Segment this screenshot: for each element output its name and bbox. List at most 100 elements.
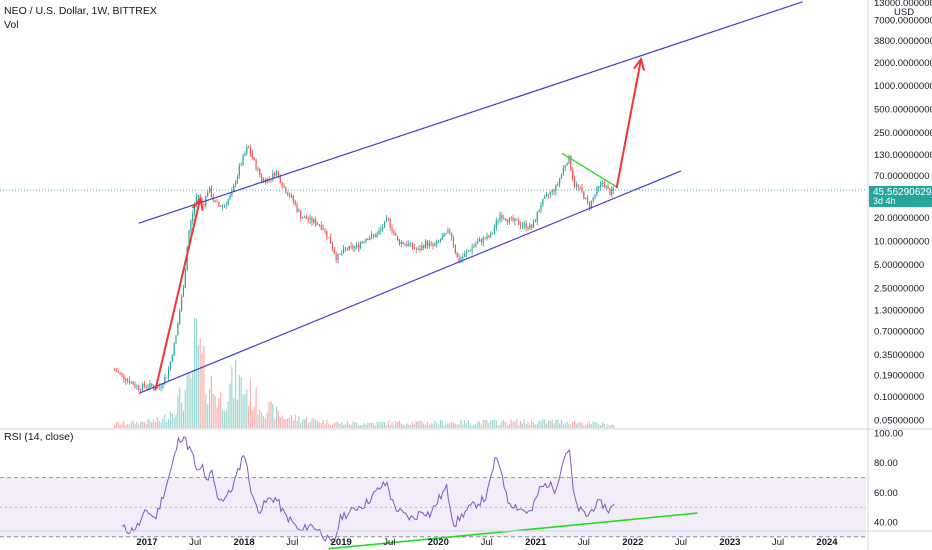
candle-body — [302, 217, 304, 219]
volume-bar — [497, 425, 499, 428]
candle-body — [151, 383, 153, 386]
rally-arrow-head[interactable] — [191, 196, 204, 211]
candle-body — [532, 222, 535, 228]
volume-bar — [398, 420, 401, 428]
volume-bar — [519, 420, 522, 428]
candle-body — [555, 184, 557, 192]
volume-bar — [262, 415, 265, 428]
time-axis-tick: Jul — [675, 537, 687, 548]
candle-body — [547, 194, 550, 196]
candle-body — [577, 184, 579, 187]
candle-body — [194, 204, 196, 214]
candle-body — [134, 384, 136, 387]
candle-body — [333, 249, 335, 254]
volume-bar — [365, 424, 367, 428]
volume-bar — [544, 419, 546, 428]
candle-body — [588, 202, 591, 208]
price-badge-value: 45.56290629 — [873, 187, 932, 198]
rally-arrow[interactable] — [154, 198, 202, 391]
volume-bar — [415, 421, 417, 428]
candle-body — [175, 335, 177, 343]
candle-body — [456, 252, 458, 258]
wedge-resistance-line[interactable] — [561, 152, 617, 188]
volume-bars — [113, 318, 615, 428]
volume-bar — [234, 359, 237, 428]
volume-bar — [210, 375, 212, 428]
price-axis-tick: 20.00000000 — [874, 213, 929, 224]
candle-body — [536, 211, 538, 222]
candle-body — [125, 378, 127, 381]
volume-bar — [331, 424, 334, 428]
volume-bar — [261, 412, 263, 428]
price-badge-countdown: 3d 4h — [873, 196, 896, 206]
candle-body — [398, 240, 401, 245]
symbol-title[interactable]: NEO / U.S. Dollar, 1W, BITTREX — [4, 5, 157, 17]
volume-bar — [156, 417, 158, 428]
candle-body — [210, 187, 212, 197]
volume-bar — [562, 424, 564, 428]
time-axis-tick: 2022 — [622, 537, 643, 548]
volume-bar — [313, 417, 315, 428]
volume-bar — [305, 416, 307, 428]
channel-lower-line[interactable] — [138, 170, 682, 394]
volume-bar — [212, 393, 214, 428]
volume-bar — [439, 420, 442, 428]
volume-bar — [214, 395, 216, 428]
volume-bar — [477, 421, 479, 428]
candle-body — [586, 197, 589, 203]
volume-bar — [491, 419, 494, 428]
channel-upper-line[interactable] — [138, 1, 803, 224]
candle-body — [197, 195, 199, 197]
volume-bar — [452, 422, 455, 428]
volume-bar — [255, 387, 257, 428]
candle-body — [506, 220, 509, 223]
volume-bar — [149, 420, 151, 428]
candle-body — [180, 296, 183, 312]
candle-body — [236, 175, 239, 183]
time-axis-tick: 2019 — [331, 537, 352, 548]
candle-body — [199, 195, 201, 199]
candle-body — [244, 153, 246, 156]
candle-body — [430, 242, 432, 244]
candle-body — [432, 243, 434, 246]
volume-bar — [411, 422, 414, 428]
time-axis-tick: 2017 — [136, 537, 157, 548]
candle-body — [540, 205, 542, 210]
candle-body — [268, 178, 270, 180]
volume-bar — [119, 424, 121, 428]
candle-body — [395, 233, 397, 236]
volume-bar — [503, 419, 505, 428]
volume-bar — [506, 425, 509, 428]
candle-body — [346, 248, 348, 250]
volume-bar — [175, 414, 177, 428]
volume-bar — [449, 422, 451, 428]
candle-body — [378, 230, 380, 234]
candle-body — [238, 165, 240, 176]
volume-bar — [590, 424, 592, 428]
projection-arrow-head[interactable] — [633, 56, 646, 71]
candle-body — [164, 377, 166, 385]
volume-bar — [281, 415, 283, 428]
candle-body — [389, 218, 391, 228]
volume-bar — [603, 423, 605, 428]
volume-bar — [361, 424, 363, 428]
axis-top-value: 13000.00000000 — [874, 0, 932, 9]
candle-body — [337, 254, 339, 260]
candle-body — [486, 235, 488, 239]
rsi-axis-tick: 100.00 — [874, 429, 903, 440]
projection-arrow[interactable] — [615, 58, 643, 189]
price-axis-tick: 3800.00000000 — [874, 36, 932, 47]
candle-body — [343, 248, 345, 253]
volume-bar — [270, 401, 272, 428]
candle-body — [534, 221, 537, 223]
volume-bar — [130, 421, 132, 428]
volume-bar — [164, 414, 166, 428]
volume-bar — [577, 422, 579, 428]
volume-bar — [374, 425, 376, 428]
candle-body — [173, 342, 175, 356]
volume-bar — [465, 423, 468, 428]
candle-body — [290, 195, 293, 197]
candle-body — [370, 234, 373, 238]
candle-body — [469, 250, 471, 252]
